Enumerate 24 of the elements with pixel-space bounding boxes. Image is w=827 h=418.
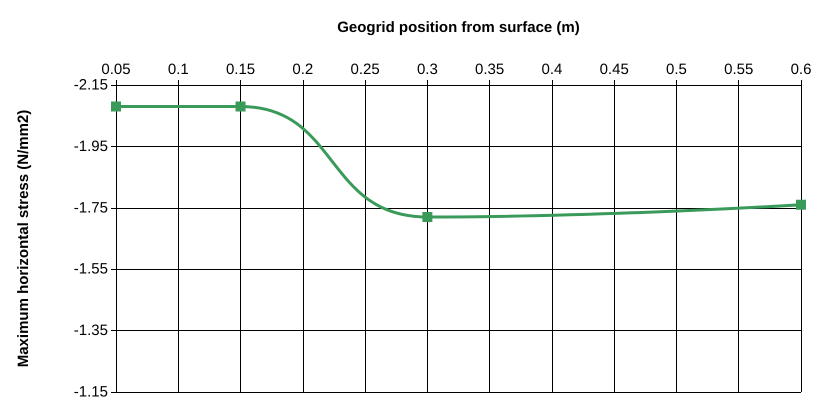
point bbox=[111, 101, 121, 112]
x-tick-label: 0.45 bbox=[600, 61, 629, 78]
x-tick-label: 0.4 bbox=[541, 61, 562, 78]
x-tick-label: 0.5 bbox=[666, 61, 687, 78]
y-tick-label: -1.95 bbox=[74, 138, 108, 155]
x-tick-label: 0.05 bbox=[101, 61, 131, 78]
x-tick-label: 0.1 bbox=[168, 61, 189, 78]
x-tick-label: 0.2 bbox=[292, 61, 314, 78]
x-tick-label: 0.35 bbox=[475, 61, 504, 78]
x-axis-title: Geogrid position from surface (m) bbox=[337, 19, 580, 36]
point bbox=[236, 101, 246, 112]
point bbox=[796, 200, 806, 210]
point bbox=[422, 212, 432, 222]
y-tick-label: -1.55 bbox=[74, 260, 108, 278]
x-tick-label: 0.55 bbox=[724, 61, 754, 78]
y-tick-label: -1.75 bbox=[74, 199, 108, 216]
x-tick-label: 0.15 bbox=[226, 61, 256, 78]
y-tick-label: -1.35 bbox=[74, 322, 108, 340]
y-tick-label: -1.15 bbox=[74, 384, 108, 400]
y-tick-label: -2.15 bbox=[74, 76, 108, 94]
x-tick-label: 0.25 bbox=[350, 61, 380, 78]
y-axis-title: Maximum horizontal stress (N/mm2) bbox=[15, 110, 32, 368]
x-tick-label: 0.3 bbox=[416, 61, 438, 78]
x-tick-label: 0.6 bbox=[790, 61, 812, 78]
